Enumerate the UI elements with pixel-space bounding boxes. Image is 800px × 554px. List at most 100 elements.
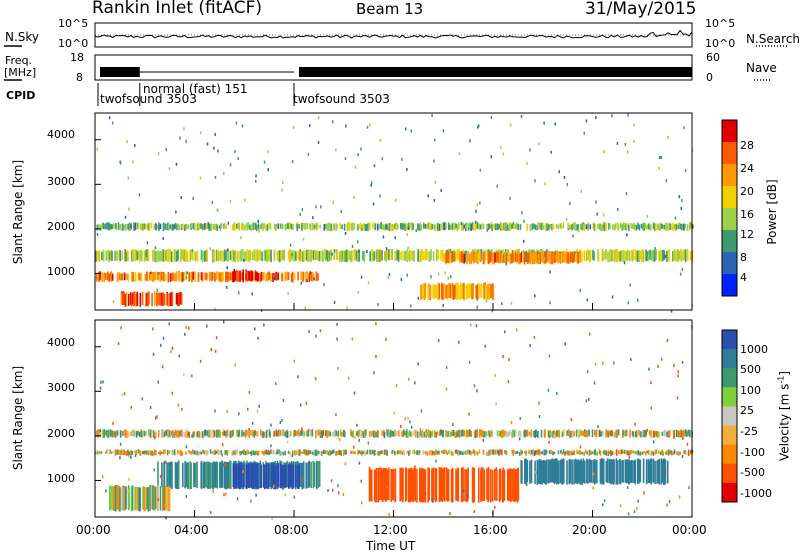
power-cell xyxy=(254,222,257,230)
power-cell xyxy=(135,249,138,260)
velocity-cell xyxy=(397,430,400,437)
power-cell xyxy=(206,272,208,280)
power-cell xyxy=(462,222,464,231)
power-cell xyxy=(266,224,268,231)
velocity-cell xyxy=(515,468,517,502)
power-cell xyxy=(216,271,218,280)
power-cell xyxy=(574,253,577,262)
power-cell xyxy=(206,249,208,262)
freq-band-0 xyxy=(100,67,140,77)
power-cell xyxy=(519,253,522,264)
power-cell xyxy=(256,249,259,262)
velocity-colorbar-swatch xyxy=(722,463,737,484)
velocity-cell xyxy=(588,431,590,437)
velocity-cell xyxy=(469,451,471,455)
power-cell xyxy=(210,223,213,231)
power-speck xyxy=(442,129,445,133)
velocity-speck xyxy=(358,438,360,442)
velocity-cell xyxy=(562,429,565,436)
velocity-cell xyxy=(390,468,392,502)
velocity-cell xyxy=(555,430,558,437)
velocity-speck xyxy=(419,428,422,432)
velocity-cell xyxy=(143,486,146,512)
power-cell xyxy=(449,253,452,264)
velocity-cell xyxy=(196,450,198,456)
power-speck xyxy=(509,123,512,127)
velocity-speck xyxy=(185,495,187,498)
power-cell xyxy=(583,223,585,231)
power-cell xyxy=(328,222,331,231)
velocity-cell xyxy=(276,431,279,437)
power-cell xyxy=(583,250,586,262)
velocity-cell xyxy=(275,429,277,436)
power-speck xyxy=(332,200,334,204)
velocity-speck xyxy=(537,450,540,454)
velocity-cell xyxy=(578,429,580,438)
velocity-cell xyxy=(643,429,645,438)
velocity-cell xyxy=(460,430,463,437)
velocity-cell xyxy=(301,462,304,490)
power-cell xyxy=(347,222,350,231)
power-cell xyxy=(326,223,328,231)
velocity-cell xyxy=(175,430,178,438)
power-cell xyxy=(491,249,493,261)
power-cell xyxy=(689,251,692,261)
power-cell xyxy=(584,223,586,230)
velocity-cell xyxy=(544,449,547,456)
power-speck xyxy=(427,194,429,198)
power-speck xyxy=(240,236,242,240)
power-cell xyxy=(529,251,532,265)
velocity-speck xyxy=(301,427,303,431)
power-speck xyxy=(157,152,160,156)
power-cell xyxy=(419,222,422,229)
power-speck xyxy=(96,147,99,151)
power-speck xyxy=(434,180,437,184)
velocity-cell xyxy=(498,468,501,502)
power-cell xyxy=(104,224,106,230)
power-speck xyxy=(611,295,614,299)
power-speck xyxy=(415,228,417,232)
nsearch-tick-low: 10^0 xyxy=(705,37,736,50)
power-cell xyxy=(498,224,501,229)
power-cell xyxy=(265,273,267,282)
velocity-cell xyxy=(249,430,252,436)
velocity-cell xyxy=(449,431,452,437)
velocity-cell xyxy=(386,469,389,501)
velocity-cell xyxy=(683,450,685,454)
velocity-speck xyxy=(337,366,339,370)
power-speck xyxy=(550,150,552,154)
power-cell xyxy=(213,223,215,230)
power-cell xyxy=(397,249,400,262)
velocity-cell xyxy=(478,449,481,454)
velocity-cell xyxy=(581,451,584,455)
velocity-cell xyxy=(363,451,365,454)
power-cell xyxy=(581,251,583,263)
power-cell xyxy=(237,223,239,229)
power-speck xyxy=(486,228,489,232)
velocity-cell xyxy=(467,467,469,501)
velocity-speck xyxy=(553,434,555,438)
xtick-2000: 20:00 xyxy=(572,523,607,537)
power-cell xyxy=(306,250,308,261)
velocity-cell xyxy=(543,460,546,484)
power-cell xyxy=(555,223,558,229)
velocity-cell xyxy=(259,462,262,488)
power-cell xyxy=(250,270,253,282)
velocity-speck xyxy=(681,455,684,458)
velocity-cell xyxy=(107,429,110,438)
power-cell xyxy=(443,283,446,300)
velocity-speck xyxy=(242,470,244,474)
power-cell xyxy=(346,249,348,263)
power-cell xyxy=(150,273,152,281)
power-cell xyxy=(205,223,208,229)
power-cell xyxy=(630,223,633,229)
power-cell xyxy=(182,223,184,230)
velocity-cell xyxy=(352,450,355,454)
power-speck xyxy=(431,114,433,117)
velocity-cell xyxy=(685,429,687,436)
velocity-cell xyxy=(216,461,219,489)
velocity-cell xyxy=(255,450,258,455)
velocity-speck xyxy=(159,475,162,478)
velocity-cell xyxy=(176,462,178,489)
velocity-cell xyxy=(307,430,309,437)
